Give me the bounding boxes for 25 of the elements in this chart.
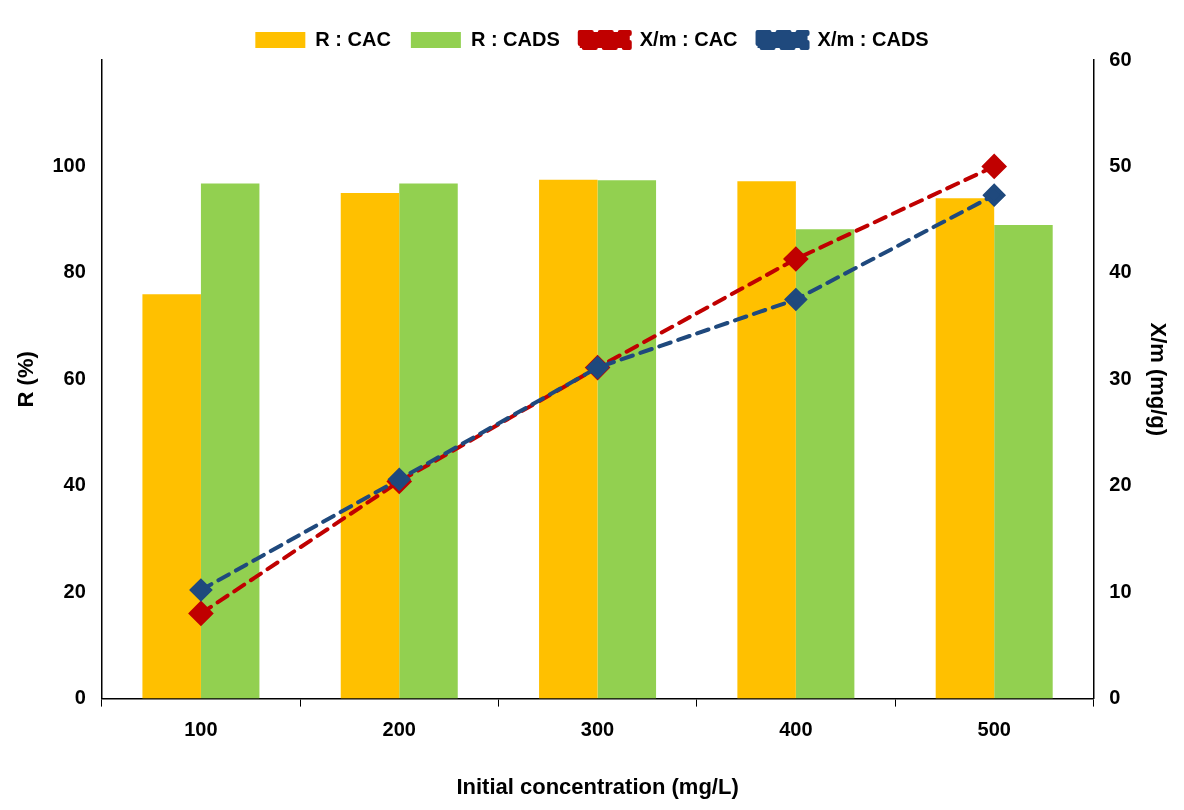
legend-label: R : CADS [470, 27, 560, 50]
x-tick-label: 100 [184, 718, 218, 741]
y2-axis-title: X/m (mg/g) [1145, 322, 1171, 437]
legend-label: X/m : CAC [639, 27, 738, 50]
y2-tick-label: 0 [1109, 686, 1121, 709]
x-tick-label: 400 [779, 718, 813, 741]
x-tick-label: 200 [382, 718, 416, 741]
y2-tick-label: 30 [1109, 366, 1132, 389]
legend-label: X/m : CADS [817, 27, 929, 50]
y-tick-label: 0 [74, 686, 86, 709]
y-tick-label: 40 [63, 473, 86, 496]
legend-label: R : CAC [315, 27, 391, 50]
y-tick-label: 80 [63, 260, 86, 283]
y2-tick-label: 50 [1109, 153, 1132, 176]
y2-tick-label: 10 [1109, 579, 1132, 602]
x-axis-title: Initial concentration (mg/L) [456, 773, 739, 799]
y2-tick-label: 60 [1109, 47, 1132, 70]
x-tick-label: 300 [580, 718, 615, 741]
y2-tick-label: 20 [1109, 473, 1132, 496]
y-tick-label: 20 [63, 579, 86, 602]
y-tick-label: 60 [63, 366, 86, 389]
x-tick-label: 500 [977, 718, 1011, 741]
y-axis-title: R (%) [13, 351, 39, 408]
y2-tick-label: 40 [1109, 260, 1132, 283]
y-tick-label: 100 [52, 153, 86, 176]
